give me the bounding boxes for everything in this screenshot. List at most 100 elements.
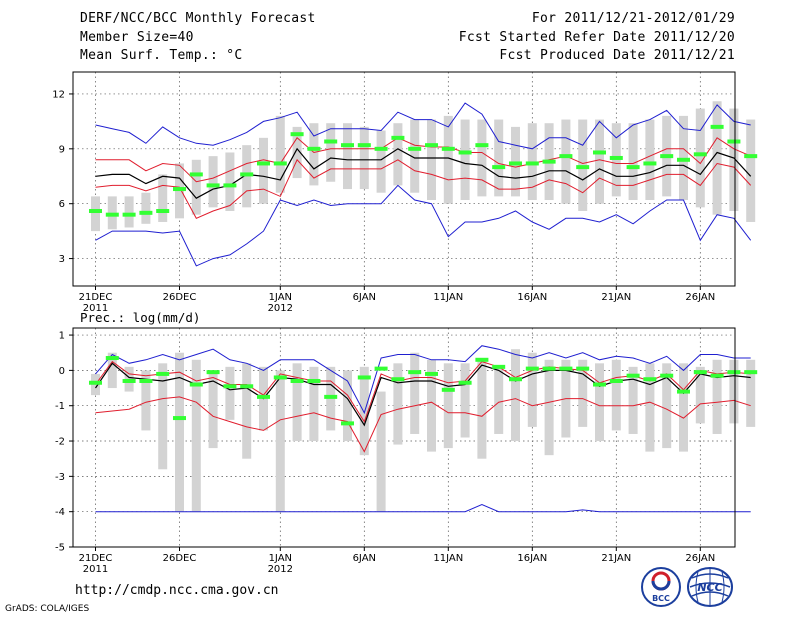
panel1-median-mark xyxy=(542,159,556,164)
panel2-median-mark xyxy=(273,375,287,380)
panel2-median-mark xyxy=(677,389,690,394)
panel1-ensemble-box xyxy=(645,119,655,201)
panel1-ensemble-box xyxy=(712,101,722,215)
panel1-ensemble-box xyxy=(695,108,705,208)
panel1-ensemble-box xyxy=(91,196,100,232)
panel2-ensemble-box xyxy=(729,359,739,424)
panel2-ensemble-box xyxy=(427,359,436,452)
panel1-ensemble-box xyxy=(141,192,151,224)
panel2-x-tick-label: 1JAN xyxy=(269,553,292,564)
panel1-median-mark xyxy=(290,132,304,137)
panel1-median-mark xyxy=(324,139,338,144)
panel2-median-mark xyxy=(156,371,170,376)
panel1-y-tick-label: 12 xyxy=(52,89,65,100)
panel1-ensemble-box xyxy=(628,123,638,201)
variable-label: Mean Surf. Temp.: °C xyxy=(80,48,243,63)
ncc-logo: NCC xyxy=(687,567,733,607)
panel2-ensemble-box xyxy=(544,359,554,456)
panel2-median-mark xyxy=(324,394,338,399)
panel2-y-tick-label: -4 xyxy=(55,507,65,518)
panel1-median-mark xyxy=(240,172,254,177)
panel2-y-tick-label: -5 xyxy=(55,543,65,554)
website-link[interactable]: http://cmdp.ncc.cma.gov.cn xyxy=(75,583,279,598)
panel2-ensemble-box xyxy=(712,359,722,434)
panel1-ensemble-box xyxy=(595,119,604,204)
forecast-start-date: Fcst Started Refer Date 2011/12/20 xyxy=(458,30,735,45)
panel1-median-mark xyxy=(744,154,758,159)
panel1-ensemble-box xyxy=(309,123,319,186)
panel1-ensemble-box xyxy=(443,115,453,204)
panel2-inner-low-line xyxy=(95,396,751,453)
panel2-ensemble-box xyxy=(208,370,218,449)
panel2-median-mark xyxy=(374,366,388,371)
panel2-median-mark xyxy=(391,377,405,382)
grads-credit: GrADS: COLA/IGES xyxy=(5,604,90,614)
panel1-median-mark xyxy=(727,139,741,144)
panel1-median-mark xyxy=(643,161,657,166)
panel2-ensemble-box xyxy=(410,352,420,434)
panel2-median-mark xyxy=(693,370,707,375)
panel1-median-mark xyxy=(576,165,590,170)
panel2-median-mark xyxy=(89,380,102,385)
panel1-y-tick-label: 9 xyxy=(59,144,65,155)
bcc-logo-text: BCC xyxy=(652,594,670,603)
ncc-logo-text: NCC xyxy=(697,581,722,594)
panel1-x-tick-label: 16JAN xyxy=(517,292,547,303)
panel1-inner-low-line xyxy=(95,158,752,219)
panel1-ensemble-box xyxy=(460,119,470,201)
panel1-ensemble-box xyxy=(427,119,436,201)
panel2-y-tick-label: 1 xyxy=(59,331,65,342)
panel2-median-mark xyxy=(492,364,506,369)
panel2-outer-high-line xyxy=(95,345,751,415)
panel1-ensemble-box xyxy=(359,126,369,190)
panel2-median-mark xyxy=(643,377,657,382)
panel2-median-mark xyxy=(727,370,741,375)
forecast-produced-date: Fcst Produced Date 2011/12/21 xyxy=(499,48,735,63)
panel2-ensemble-box xyxy=(292,363,302,442)
panel1-outer-low-line xyxy=(95,184,752,267)
panel2-ensemble-box xyxy=(611,359,621,431)
panel2-ensemble-box xyxy=(662,363,672,449)
panel2-median-mark xyxy=(593,382,606,387)
panel1-median-mark xyxy=(475,143,489,148)
panel2-x-tick-year: 2012 xyxy=(268,564,293,575)
panel2-ensemble-box xyxy=(578,359,588,427)
panel2-y-tick-label: -2 xyxy=(55,437,65,448)
panel2-ensemble-box xyxy=(393,363,403,445)
panel2-median-mark xyxy=(576,366,590,371)
panel2-x-tick-label: 16JAN xyxy=(517,553,547,564)
panel2-median-mark xyxy=(139,378,153,383)
panel2-median-mark xyxy=(509,377,522,382)
panel1-median-mark xyxy=(391,135,405,140)
panel2-ensemble-box xyxy=(158,363,168,470)
panel1-y-tick-label: 3 xyxy=(59,254,65,265)
panel2-median-mark xyxy=(357,375,371,380)
panel1-x-tick-label: 1JAN xyxy=(269,292,292,303)
panel2-ensemble-box xyxy=(511,349,520,442)
panel2-median-mark xyxy=(475,357,489,362)
panel1-median-mark xyxy=(677,157,690,162)
panel2-y-tick-label: 0 xyxy=(59,366,65,377)
panel2-median-mark xyxy=(626,373,640,378)
panel2-median-mark xyxy=(710,373,724,378)
panel2-median-mark xyxy=(122,378,136,383)
panel1-median-mark xyxy=(89,209,102,214)
panel1-median-mark xyxy=(441,146,455,151)
panel1-ensemble-box xyxy=(477,119,487,197)
panel2-median-mark xyxy=(307,378,321,383)
panel2-median-mark xyxy=(290,378,304,383)
panel2-ensemble-box xyxy=(242,363,252,459)
panel1-median-mark xyxy=(458,150,472,155)
panel1-median-mark xyxy=(307,146,321,151)
panel2-ensemble-box xyxy=(645,363,655,452)
panel1-x-tick-label: 26DEC xyxy=(163,292,197,303)
panel2-median-mark xyxy=(105,356,119,361)
panel2-median-mark xyxy=(341,421,354,426)
panel1-median-mark xyxy=(122,212,136,217)
panel1-median-mark xyxy=(710,124,724,129)
panel2-x-tick-label: 6JAN xyxy=(353,553,376,564)
panel2-outer-low-line xyxy=(95,504,751,513)
panel1-x-tick-label: 21DEC xyxy=(79,292,113,303)
panel1-ensemble-box xyxy=(208,156,218,208)
panel2-median-mark xyxy=(408,370,422,375)
